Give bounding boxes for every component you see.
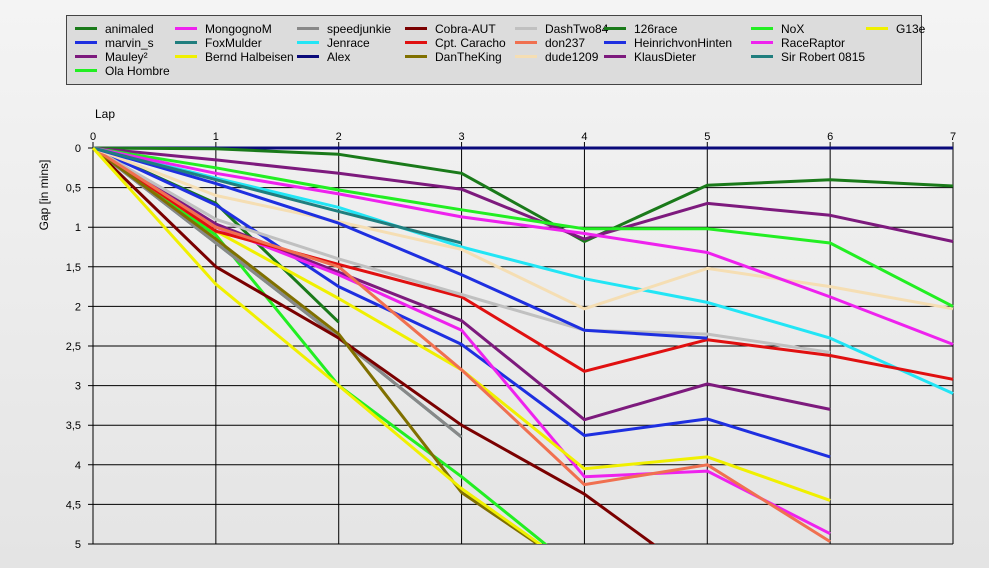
x-tick-label: 0 [90, 131, 96, 143]
y-tick-label: 2,5 [66, 341, 81, 353]
series-line-marvin-s [92, 146, 831, 459]
legend-swatch [297, 41, 319, 44]
legend-label: G13e [896, 22, 926, 36]
legend-label: marvin_s [105, 36, 154, 50]
y-tick-label: 5 [75, 539, 81, 551]
legend-swatch [297, 27, 319, 30]
legend-swatch [515, 27, 537, 30]
legend-swatch [515, 55, 537, 58]
legend-swatch [405, 27, 427, 30]
series-line-jenrace [92, 146, 954, 395]
legend-swatch [175, 55, 197, 58]
y-tick-label: 3,5 [66, 420, 81, 432]
y-tick-label: 0,5 [66, 183, 81, 195]
y-tick-label: 4 [75, 460, 81, 472]
legend-label: DashTwo84 [545, 22, 609, 36]
legend-swatch [75, 55, 97, 58]
series-lines [91, 146, 954, 544]
y-tick-label: 4,5 [66, 499, 81, 511]
y-tick-label: 1,5 [66, 262, 81, 274]
legend-swatch [866, 27, 888, 30]
legend-label: HeinrichvonHinten [634, 36, 733, 50]
legend-swatch [75, 69, 97, 72]
x-tick-label: 4 [581, 131, 587, 143]
legend-label: Jenrace [327, 36, 370, 50]
legend-label: Bernd Halbeisen [205, 50, 294, 64]
legend-label: Mauley² [105, 50, 148, 64]
x-tick-label: 2 [336, 131, 342, 143]
legend-swatch [751, 27, 773, 30]
legend-label: KlausDieter [634, 50, 697, 64]
legend-swatch [75, 41, 97, 44]
y-tick-labels: 0 0,5 1 1,5 2 2,5 3 3,5 4 4,5 5 [66, 143, 81, 551]
legend-label: RaceRaptor [781, 36, 846, 50]
series-line-speedjunkie [92, 146, 463, 439]
legend-label: Cpt. Caracho [435, 36, 506, 50]
legend-swatch [604, 55, 626, 58]
legend-swatch [515, 41, 537, 44]
series-line-klausdieter [92, 146, 954, 243]
legend-label: don237 [545, 36, 586, 50]
x-tick-label: 6 [827, 131, 833, 143]
legend-swatch [604, 41, 626, 44]
y-tick-label: 0 [75, 143, 81, 155]
series-line-cobra-aut [91, 146, 656, 544]
series-line-sir-robert-0815 [92, 146, 462, 245]
legend-swatch [405, 55, 427, 58]
legend-label: Sir Robert 0815 [781, 50, 866, 64]
x-axis-title: Lap [95, 107, 115, 121]
legend-swatch [175, 41, 197, 44]
series-line-heinrichvonhinten [92, 146, 708, 340]
legend-swatch [75, 27, 97, 30]
x-tick-label: 7 [950, 131, 956, 143]
y-tick-label: 3 [75, 381, 81, 393]
x-tick-label: 1 [213, 131, 219, 143]
grid [88, 142, 954, 545]
legend-label: speedjunkie [327, 22, 392, 36]
legend-label: 126race [634, 22, 678, 36]
legend-swatch [175, 27, 197, 30]
legend-label: NoX [781, 22, 805, 36]
x-tick-label: 3 [459, 131, 465, 143]
legend-label: DanTheKing [435, 50, 502, 64]
series-line-dantheking [92, 146, 541, 544]
legend-label: Ola Hombre [105, 64, 170, 78]
legend-label: MongognoM [205, 22, 272, 36]
legend-label: animaled [105, 22, 154, 36]
series-line-don237 [92, 146, 831, 543]
legend-label: Cobra-AUT [435, 22, 496, 36]
x-tick-labels: 0 1 2 3 4 5 6 7 [90, 131, 956, 143]
y-axis-title: Gap [in mins] [37, 160, 51, 231]
chart-legend: animaled marvin_s Mauley² Ola Hombre Mongogn… [66, 15, 926, 85]
legend-swatch [405, 41, 427, 44]
series-line-126race [92, 146, 954, 243]
legend-swatch [751, 41, 773, 44]
series-line-nox [92, 146, 954, 308]
legend-swatch [604, 27, 626, 30]
y-tick-label: 1 [75, 222, 81, 234]
x-tick-label: 5 [704, 131, 710, 143]
legend-label: FoxMulder [205, 36, 262, 50]
series-line-g13e [91, 146, 543, 544]
y-tick-label: 2 [75, 301, 81, 313]
series-line-dashtwo84 [92, 146, 831, 354]
series-line-cpt-caracho [92, 146, 954, 381]
legend-label: dude1209 [545, 50, 599, 64]
legend-swatch [297, 55, 319, 58]
series-line-dude1209 [92, 146, 954, 311]
legend-swatch [751, 55, 773, 58]
series-line-mauley- [92, 146, 831, 422]
series-line-raceraptor [92, 146, 954, 346]
legend-label: Alex [327, 50, 351, 64]
